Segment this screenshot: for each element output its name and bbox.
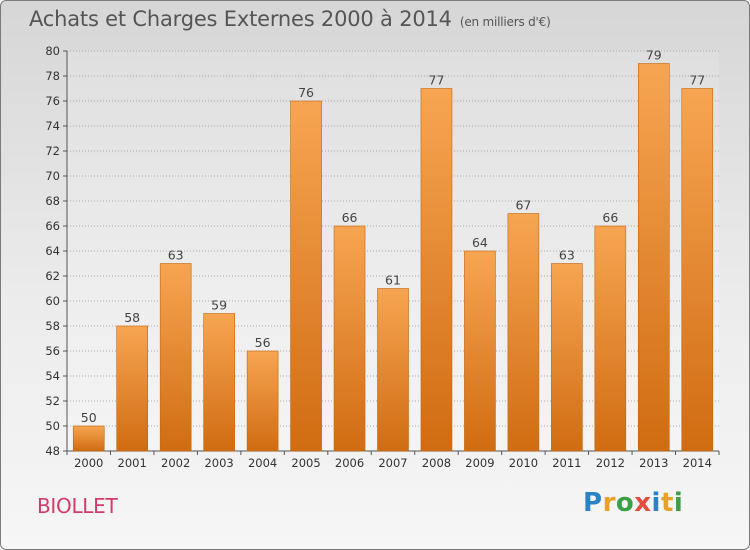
chart-title: Achats et Charges Externes 2000 à 2014 (e… (29, 7, 551, 31)
x-tick-label: 2000 (74, 456, 103, 470)
bar-value-label: 59 (211, 298, 227, 313)
logo-letter: o (615, 488, 635, 518)
y-tick-label: 80 (45, 44, 60, 58)
bar-value-label: 66 (602, 210, 618, 225)
x-tick-label: 2011 (552, 456, 581, 470)
bar-value-label: 58 (124, 310, 140, 325)
logo-letter: r (602, 488, 616, 518)
bar (681, 88, 714, 452)
bar (72, 425, 105, 452)
x-tick-label: 2008 (422, 456, 451, 470)
x-tick-label: 2006 (335, 456, 364, 470)
bar (464, 250, 496, 452)
bar (246, 350, 279, 452)
bar-value-label: 79 (646, 48, 662, 63)
logo-letter: t (660, 488, 674, 518)
y-tick-label: 56 (45, 344, 60, 358)
y-tick-label: 74 (45, 119, 60, 133)
bar (377, 288, 409, 452)
x-tick-label: 2010 (509, 456, 538, 470)
y-tick-label: 48 (45, 444, 60, 458)
y-tick-label: 58 (45, 319, 60, 333)
bar (507, 213, 540, 452)
commune-name: BIOLLET (37, 494, 118, 518)
y-tick-label: 68 (45, 194, 60, 208)
chart-title-text: Achats et Charges Externes 2000 à 2014 (29, 7, 452, 31)
bar-value-label: 50 (81, 410, 97, 425)
x-tick-label: 2013 (639, 456, 668, 470)
y-tick-label: 64 (45, 244, 60, 258)
bar-value-label: 56 (255, 335, 271, 350)
y-tick-label: 72 (45, 144, 60, 158)
bar (290, 100, 322, 452)
logo-letter: i (673, 488, 684, 518)
bar (637, 63, 670, 452)
x-tick-label: 2014 (683, 456, 712, 470)
bar (159, 263, 192, 452)
y-tick-label: 62 (45, 269, 60, 283)
x-tick-label: 2012 (596, 456, 625, 470)
bar-value-label: 77 (429, 73, 445, 88)
bar-value-label: 66 (342, 210, 358, 225)
y-tick-label: 50 (45, 419, 60, 433)
bar-value-label: 77 (689, 73, 705, 88)
x-tick-label: 2009 (465, 456, 494, 470)
bar (203, 313, 235, 452)
chart-unit: (en milliers d'€) (459, 15, 551, 29)
y-tick-label: 54 (45, 369, 60, 383)
y-tick-label: 52 (45, 394, 60, 408)
bar-value-label: 63 (559, 248, 575, 263)
bar-value-label: 64 (472, 235, 488, 250)
y-tick-label: 78 (45, 69, 60, 83)
y-tick-label: 76 (45, 94, 60, 108)
bar-value-label: 61 (385, 273, 401, 288)
x-tick-label: 2005 (291, 456, 320, 470)
y-tick-label: 66 (45, 219, 60, 233)
x-tick-label: 2007 (378, 456, 407, 470)
proxiti-logo: Proxiti (583, 488, 683, 518)
logo-letter: i (651, 488, 661, 518)
y-tick-label: 60 (45, 294, 60, 308)
bar-value-label: 63 (168, 248, 184, 263)
x-tick-label: 2001 (118, 456, 147, 470)
bar-value-label: 76 (298, 85, 314, 100)
y-tick-label: 70 (45, 169, 60, 183)
bar (333, 225, 366, 452)
x-tick-label: 2003 (204, 456, 233, 470)
bar-value-label: 67 (515, 198, 531, 213)
bar (420, 88, 453, 452)
bar (116, 325, 148, 452)
bar (594, 225, 627, 452)
logo-letter: P (583, 488, 603, 518)
logo-letter: x (634, 488, 652, 518)
bar (551, 263, 583, 452)
x-tick-label: 2002 (161, 456, 190, 470)
x-tick-label: 2004 (248, 456, 277, 470)
